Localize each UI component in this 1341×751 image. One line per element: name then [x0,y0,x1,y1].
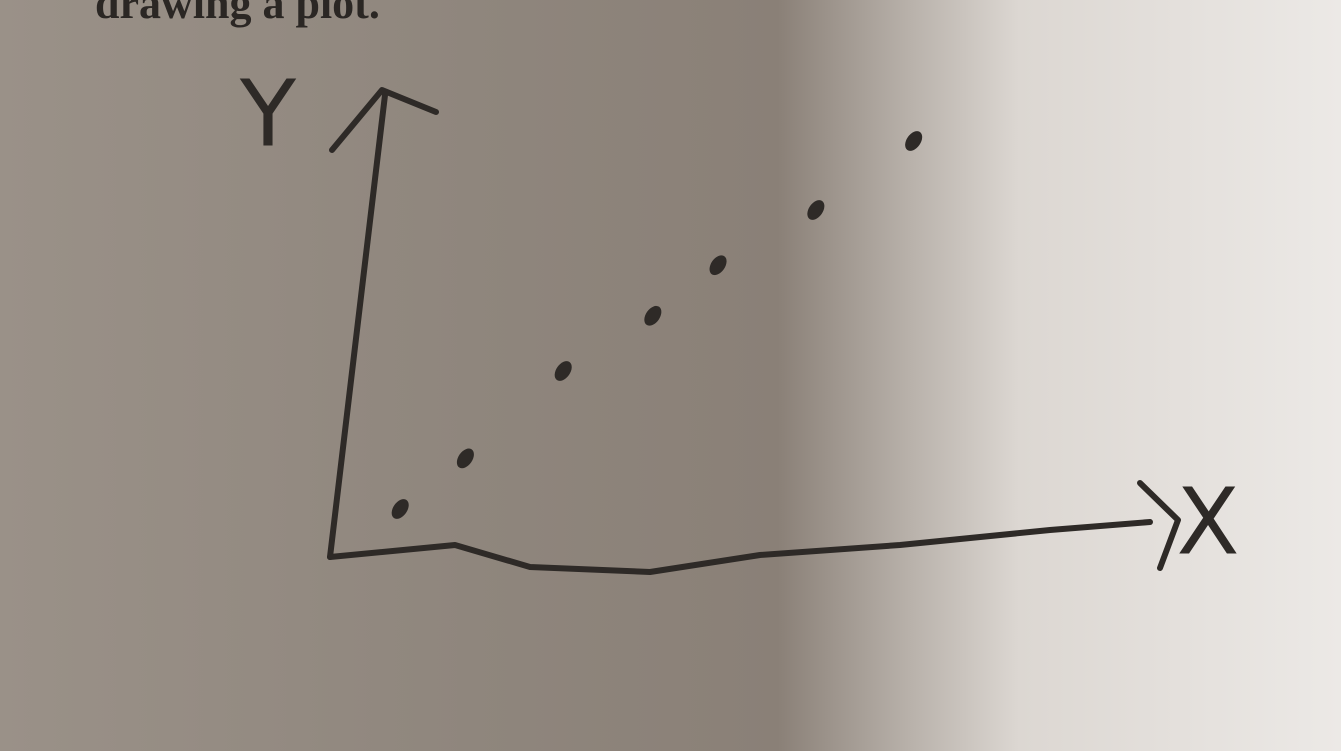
x-axis-label: X [1176,468,1239,575]
axes [327,87,1181,575]
point [554,361,572,381]
point [644,305,662,326]
y-axis [327,87,439,560]
point [391,499,409,519]
point [709,255,727,276]
y-axis-label: Y [239,60,297,167]
caption: drawing a plot. [95,0,380,28]
x-axis [327,480,1181,575]
point [807,200,825,220]
point [456,448,474,469]
point [905,131,923,151]
